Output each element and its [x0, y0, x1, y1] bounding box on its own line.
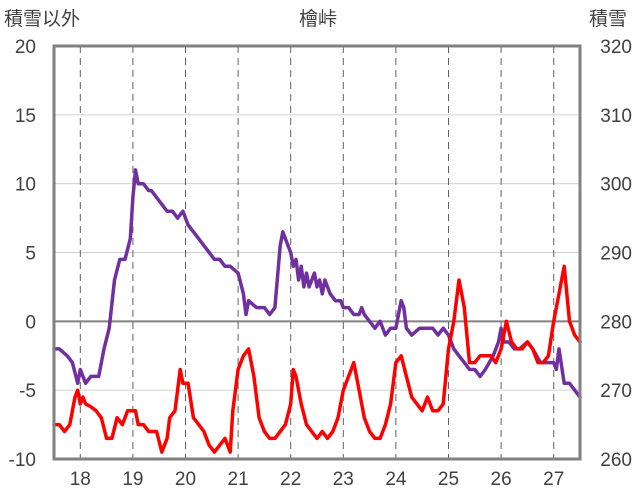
x-tick-label: 23: [333, 469, 354, 490]
left-tick-labels: 20 15 10 5 0 -5 -10: [9, 37, 36, 471]
x-tick-labels: 18 19 20 21 22 23 24 25 26 27: [70, 469, 565, 490]
right-tick-label: 260: [600, 450, 632, 471]
left-tick-label: -10: [9, 450, 36, 471]
x-tick-label: 20: [175, 469, 196, 490]
right-tick-label: 300: [600, 175, 632, 196]
x-tick-label: 25: [438, 469, 459, 490]
snow-depth-line: [52, 168, 582, 399]
left-tick-label: 20: [15, 37, 36, 58]
x-tick-label: 27: [543, 469, 564, 490]
left-tick-label: -5: [19, 381, 36, 402]
x-tick-label: 24: [385, 469, 407, 490]
right-tick-label: 320: [600, 37, 632, 58]
right-tick-label: 290: [600, 244, 632, 265]
right-tick-label: 270: [600, 381, 632, 402]
x-tick-label: 22: [280, 469, 301, 490]
plot-frame: [52, 44, 582, 461]
left-tick-label: 10: [15, 175, 36, 196]
right-tick-label: 310: [600, 106, 632, 127]
x-tick-label: 21: [228, 469, 249, 490]
gridlines: [54, 45, 580, 460]
left-tick-label: 5: [25, 244, 36, 265]
x-tick-label: 26: [491, 469, 512, 490]
left-axis-title: 積雪以外: [4, 8, 80, 30]
left-tick-label: 15: [15, 106, 36, 127]
right-tick-label: 280: [600, 312, 632, 333]
series-lines: [52, 168, 582, 454]
other-measure-line: [52, 264, 582, 454]
left-tick-label: 0: [25, 312, 36, 333]
x-tick-label: 18: [70, 469, 91, 490]
right-axis-title: 積雪: [589, 8, 627, 30]
chart-title: 檜峠: [299, 7, 337, 30]
right-tick-labels: 320 310 300 290 280 270 260: [600, 37, 632, 471]
x-tick-label: 19: [122, 469, 143, 490]
